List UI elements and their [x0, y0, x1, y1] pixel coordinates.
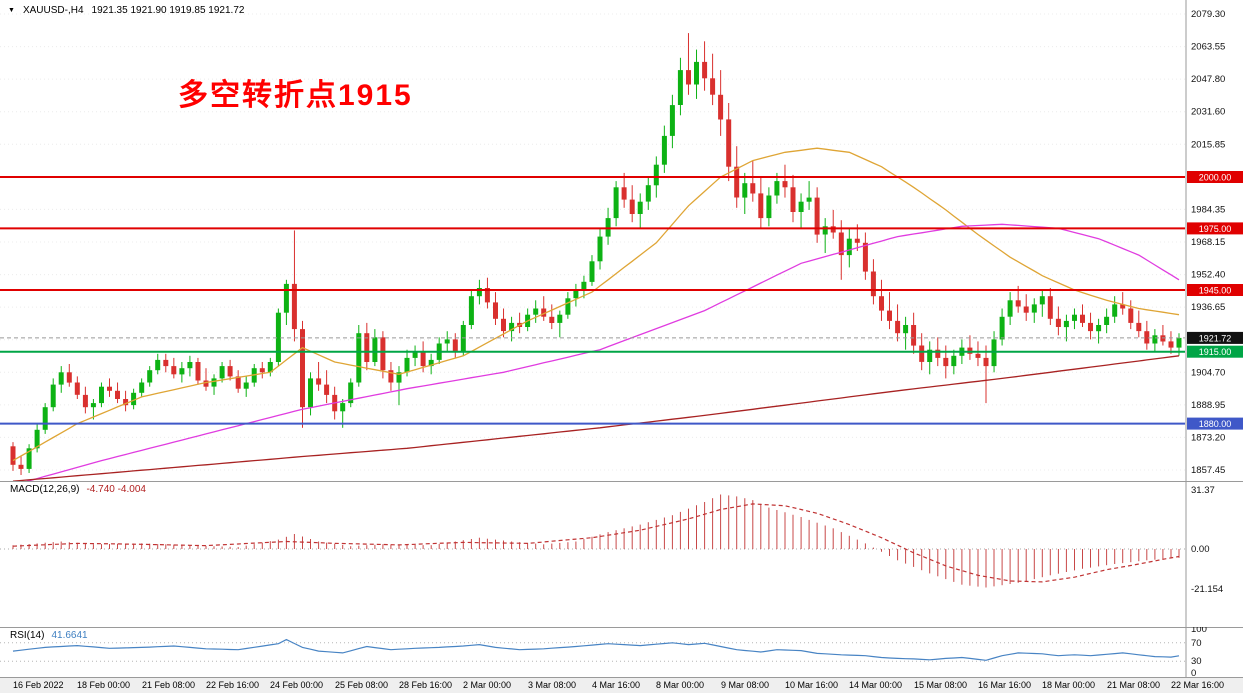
time-label: 15 Mar 08:00 [914, 680, 968, 690]
ma-medium-orange [12, 147, 1180, 462]
symbol-label: XAUUSD-,H4 [22, 5, 84, 16]
svg-text:1984.35: 1984.35 [1191, 204, 1225, 215]
svg-text:0.00: 0.00 [1191, 544, 1210, 555]
svg-text:1952.40: 1952.40 [1191, 270, 1225, 281]
svg-text:30: 30 [1191, 656, 1202, 667]
price-badge[interactable] [1187, 345, 1243, 358]
horizontal-levels-group[interactable] [0, 176, 1185, 425]
time-label: 10 Mar 16:00 [785, 680, 839, 690]
svg-text:2047.80: 2047.80 [1191, 74, 1225, 85]
svg-text:2079.30: 2079.30 [1191, 9, 1225, 20]
time-label: 2 Mar 00:00 [463, 680, 512, 690]
rsi-label: RSI(14) 41.6641 [10, 630, 88, 641]
svg-text:1921.72: 1921.72 [1199, 333, 1232, 343]
svg-text:1873.20: 1873.20 [1191, 432, 1225, 443]
svg-text:100: 100 [1191, 627, 1207, 635]
time-label: 9 Mar 08:00 [721, 680, 770, 690]
rsi-value: 41.6641 [51, 630, 88, 641]
price-badge[interactable] [1187, 331, 1243, 344]
svg-text:0: 0 [1191, 668, 1196, 677]
time-label: 18 Feb 00:00 [77, 680, 131, 690]
price-badges[interactable]: 2000.00 1975.00 1945.00 1915.00 1880.00 1921.… [1187, 171, 1243, 430]
svg-text:2031.60: 2031.60 [1191, 107, 1225, 118]
macd-values: -4.740 -4.004 [86, 484, 146, 495]
price-badge[interactable] [1187, 284, 1243, 296]
candles-group [10, 33, 1182, 475]
time-label: 8 Mar 00:00 [656, 680, 705, 690]
ma-slow-magenta [26, 223, 1180, 481]
price-badge[interactable] [1187, 222, 1243, 235]
main-chart-panel[interactable]: 2079.30 2063.55 2047.80 2031.60 2015.85 2000.… [0, 0, 1243, 481]
macd-name: MACD(12,26,9) [10, 484, 80, 495]
svg-text:1936.65: 1936.65 [1191, 302, 1225, 313]
price-badge[interactable] [1187, 171, 1243, 183]
time-label: 16 Feb 2022 [13, 680, 64, 690]
time-label: 25 Feb 08:00 [335, 680, 389, 690]
rsi-canvas[interactable]: 100 70 300 [0, 627, 1243, 677]
svg-text:1968.15: 1968.15 [1191, 237, 1225, 248]
ma-long-darkred [12, 355, 1180, 481]
time-label: 14 Mar 00:00 [849, 680, 903, 690]
rsi-panel[interactable]: 100 70 30 0 RSI(14) 41.6641 [0, 627, 1243, 677]
time-label: 21 Mar 08:00 [1107, 680, 1161, 690]
svg-text:2000.00: 2000.00 [1199, 173, 1232, 183]
time-label: 18 Mar 00:00 [1042, 680, 1096, 690]
time-label: 4 Mar 16:00 [592, 680, 641, 690]
ohlc-values: 1921.35 1921.90 1919.85 1921.72 [91, 5, 245, 16]
svg-text:2015.85: 2015.85 [1191, 139, 1225, 150]
candlestick-chart-canvas[interactable]: 2079.30 2063.55 2047.80 2031.60 2015.85 2000.… [0, 0, 1243, 481]
rsi-name: RSI(14) [10, 630, 45, 641]
macd-label: MACD(12,26,9) -4.740 -4.004 [10, 484, 146, 495]
rsi-line [12, 638, 1180, 661]
macd-histogram [12, 494, 1180, 588]
time-axis: 16 Feb 2022 18 Feb 00:00 21 Feb 08:00 22 Fe… [0, 677, 1243, 693]
svg-text:31.37: 31.37 [1191, 485, 1215, 496]
time-label: 3 Mar 08:00 [528, 680, 577, 690]
price-badge[interactable] [1187, 417, 1243, 430]
svg-text:2063.55: 2063.55 [1191, 42, 1225, 53]
svg-text:1945.00: 1945.00 [1199, 286, 1232, 296]
symbol-dropdown-icon[interactable]: ▼ [8, 6, 15, 14]
time-label: 28 Feb 16:00 [399, 680, 453, 690]
svg-text:70: 70 [1191, 638, 1202, 649]
time-label: 24 Feb 00:00 [270, 680, 324, 690]
svg-text:1888.95: 1888.95 [1191, 400, 1225, 411]
price-scale-labels: 2079.302063.552047.802031.602015.852000.… [1191, 9, 1225, 476]
time-label: 21 Feb 08:00 [142, 680, 196, 690]
svg-text:1880.00: 1880.00 [1199, 419, 1232, 429]
macd-panel[interactable]: 31.37 0.00 -21.154 MACD(12,26,9) -4.740 -4… [0, 481, 1243, 627]
svg-text:1904.70: 1904.70 [1191, 367, 1225, 378]
macd-signal-line [12, 503, 1180, 583]
chart-symbol-title: ▼ XAUUSD-,H4 1921.35 1921.90 1919.85 192… [8, 5, 244, 16]
svg-text:1975.00: 1975.00 [1199, 224, 1232, 234]
svg-text:1857.45: 1857.45 [1191, 465, 1225, 476]
time-label: 22 Feb 16:00 [206, 680, 260, 690]
time-label: 22 Mar 16:00 [1171, 680, 1225, 690]
svg-text:-21.154: -21.154 [1191, 584, 1223, 595]
svg-text:1915.00: 1915.00 [1199, 347, 1232, 357]
time-label: 16 Mar 16:00 [978, 680, 1032, 690]
macd-canvas[interactable]: 31.37 0.00 -21.154 [0, 481, 1243, 627]
annotation-text: 多空转折点1915 [178, 79, 413, 112]
